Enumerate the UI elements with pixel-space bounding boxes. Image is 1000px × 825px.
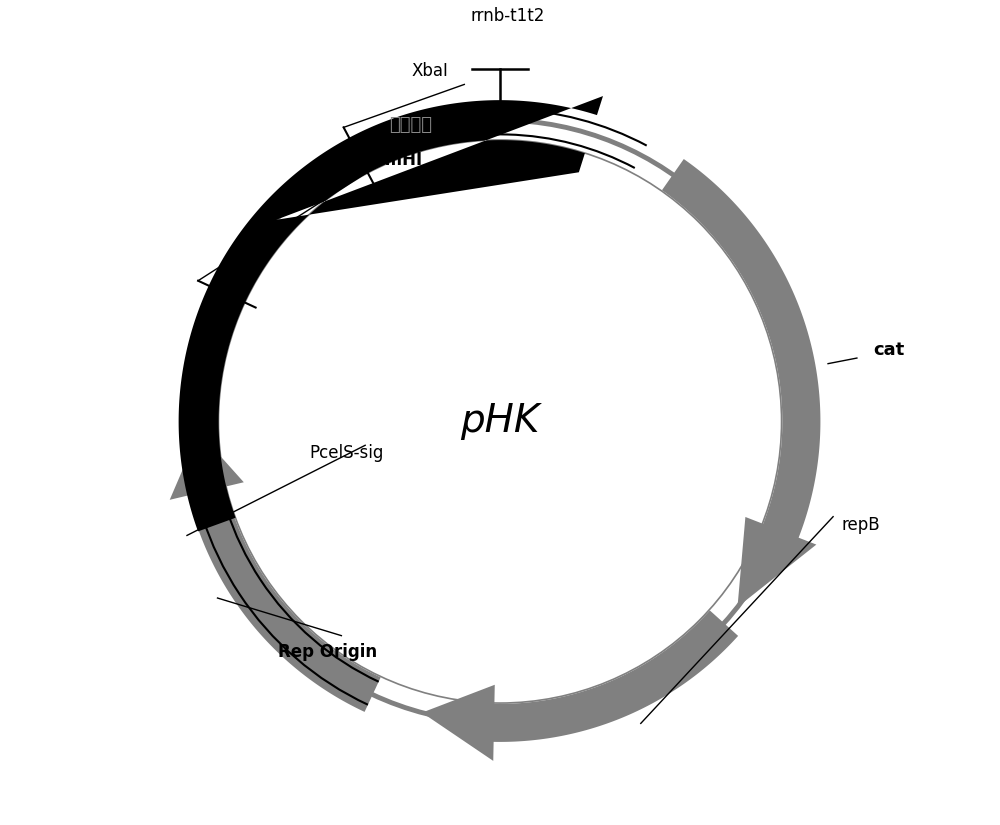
PathPatch shape — [422, 610, 738, 761]
Text: pHK: pHK — [460, 403, 540, 441]
PathPatch shape — [170, 432, 381, 712]
Text: Rep Origin: Rep Origin — [278, 643, 377, 661]
Text: 目标序列: 目标序列 — [390, 116, 433, 134]
Text: BamHI: BamHI — [361, 151, 422, 169]
Text: XbaI: XbaI — [412, 63, 448, 81]
PathPatch shape — [179, 96, 603, 531]
PathPatch shape — [662, 159, 820, 607]
Text: PcelS-sig: PcelS-sig — [310, 444, 384, 462]
Text: cat: cat — [873, 341, 904, 359]
Text: rrnb-t1t2: rrnb-t1t2 — [471, 7, 545, 25]
Text: repB: repB — [841, 516, 880, 534]
